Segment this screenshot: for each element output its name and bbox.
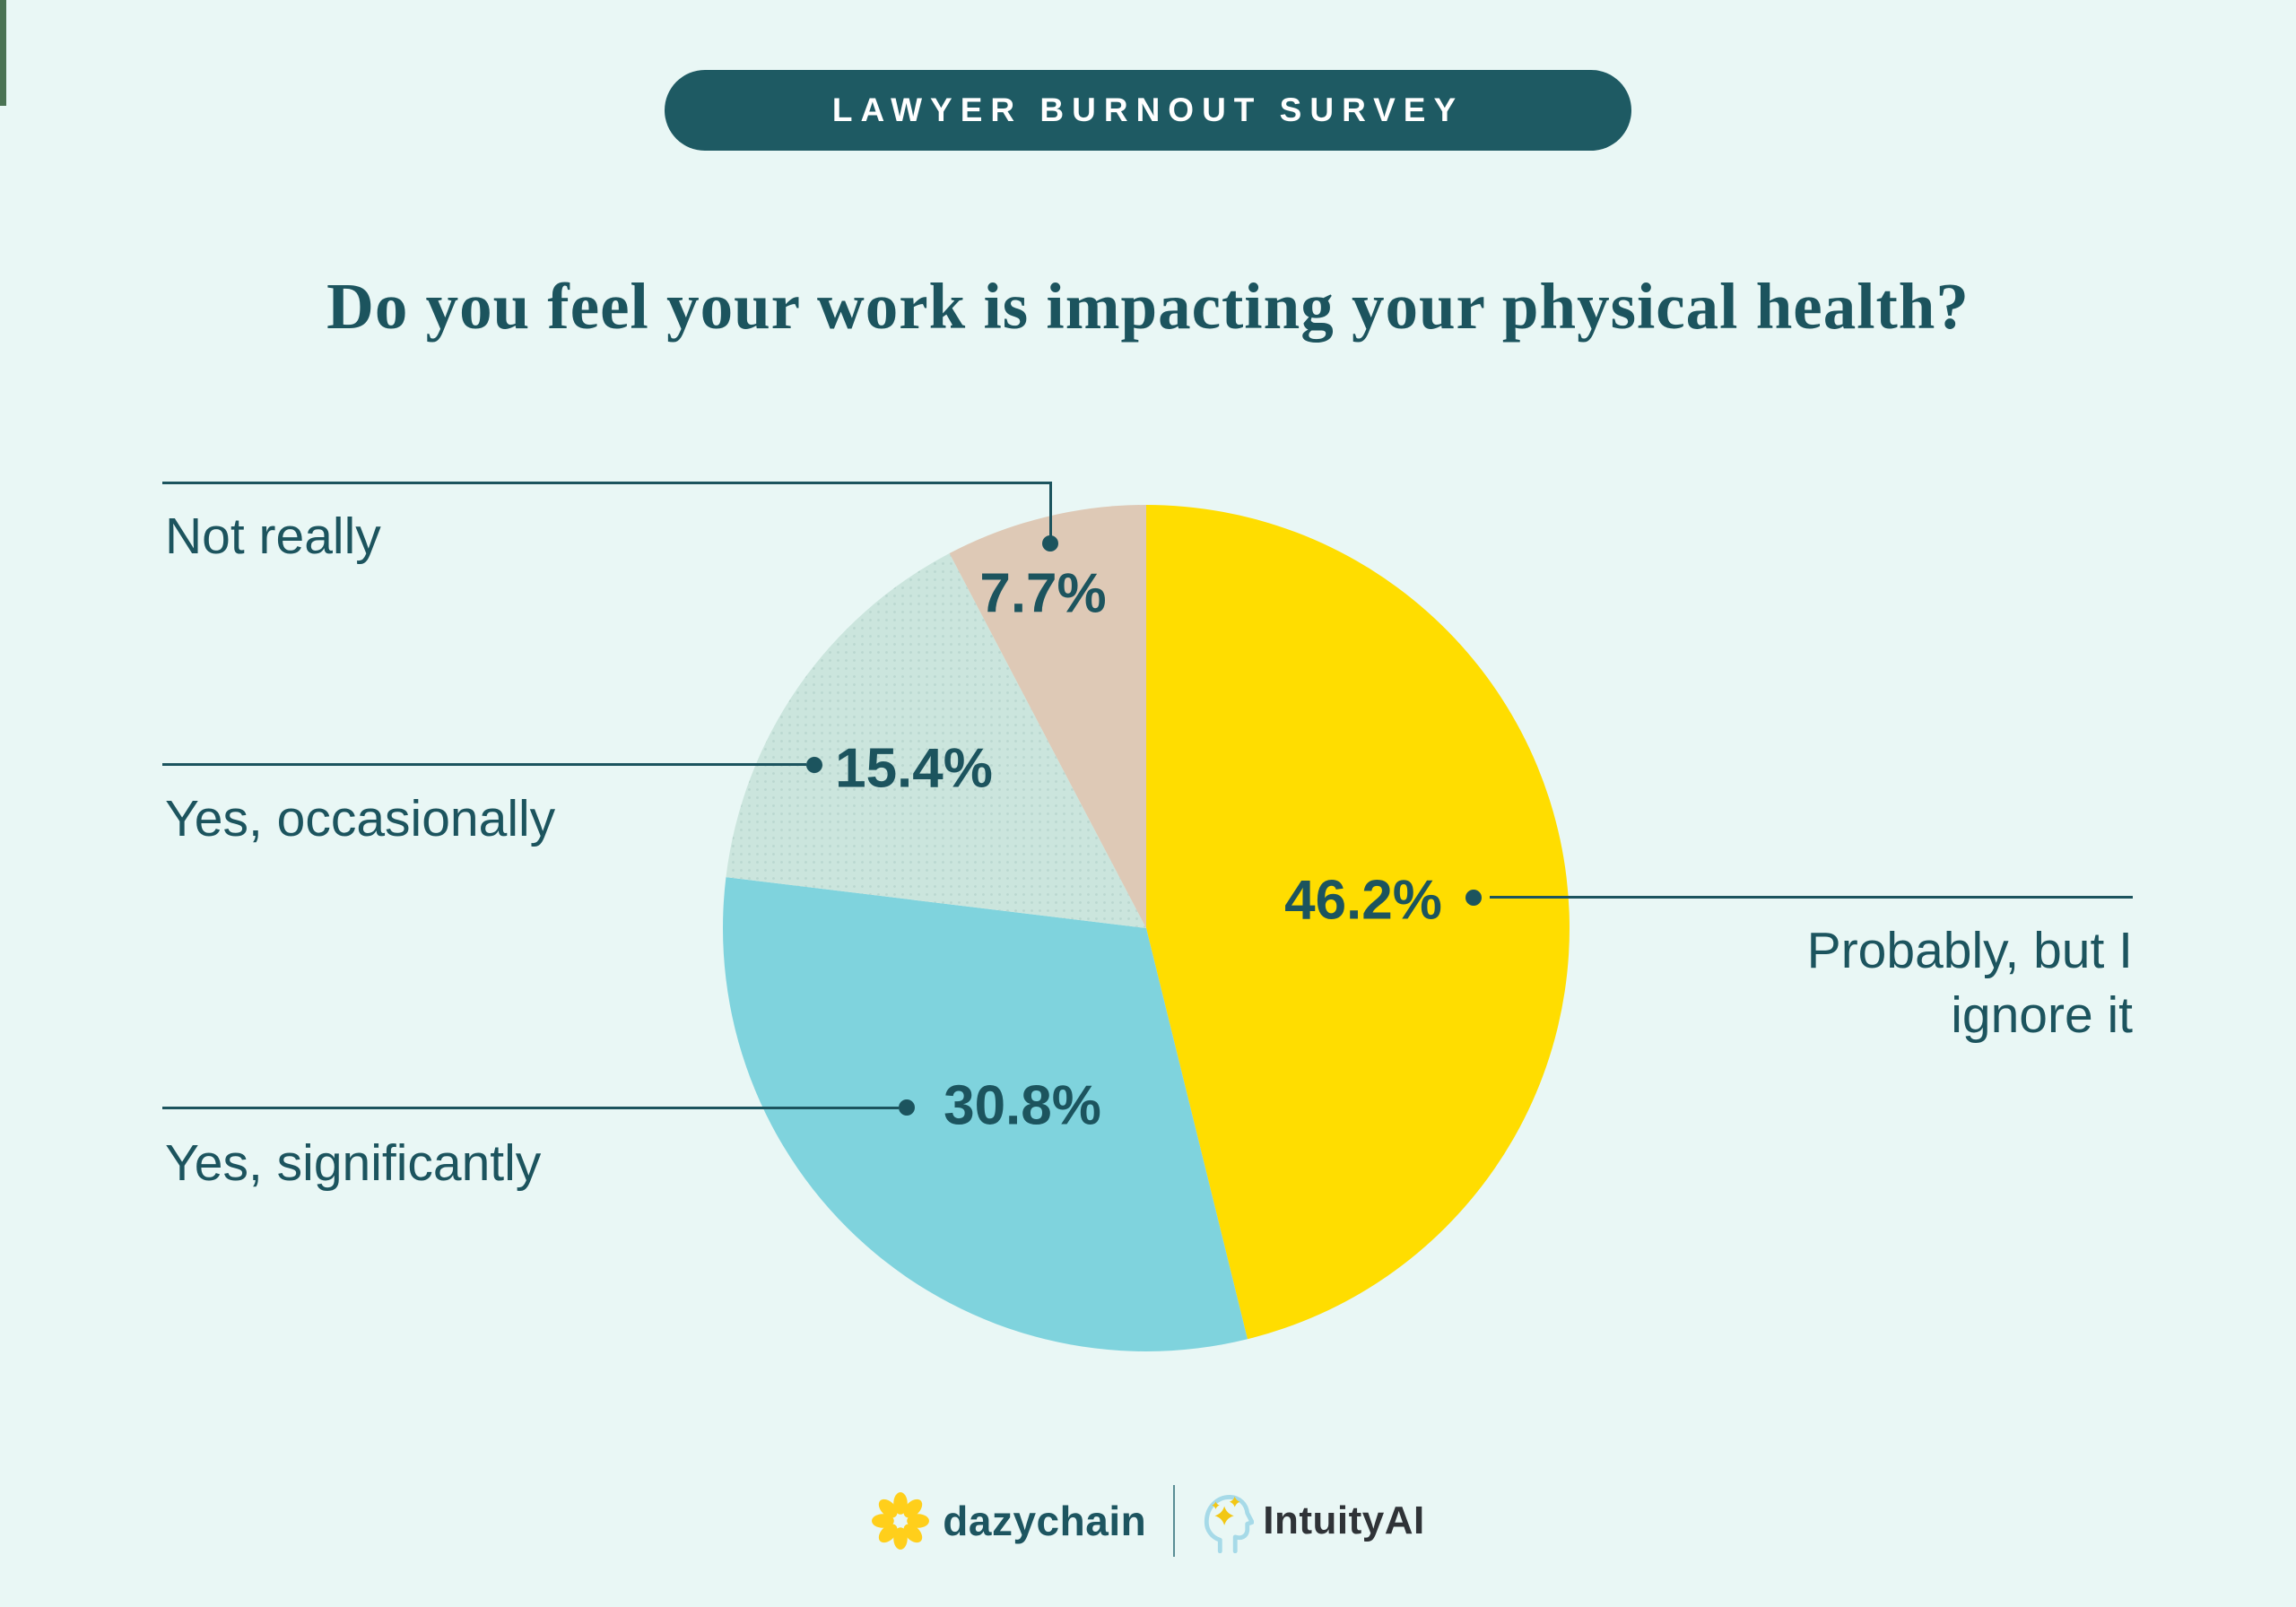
footer-divider: [1173, 1485, 1176, 1557]
pie-slice-1: [723, 877, 1248, 1351]
footer-logos: dazychain IntuityAI: [0, 1478, 2296, 1564]
sparkle-large: [1214, 1506, 1234, 1525]
leader-line-not-really-drop: [1049, 482, 1052, 537]
callout-probably-line2: ignore it: [1951, 986, 2133, 1044]
pie-chart: [723, 505, 1570, 1351]
head-outline: [1205, 1494, 1255, 1553]
daisy-petal: [903, 1498, 923, 1518]
intuityai-head-icon: [1205, 1494, 1255, 1553]
pie-slice-3: [949, 505, 1146, 928]
leader-line-significantly: [162, 1107, 899, 1109]
slice-value-occasionally: 15.4%: [835, 737, 993, 800]
daisy-petal: [893, 1492, 909, 1515]
callout-probably-but-ignore: Probably, but I ignore it: [1684, 918, 2133, 1047]
daisy-petal: [907, 1514, 930, 1528]
slice-value-not-really: 7.7%: [979, 562, 1107, 625]
daisy-petal: [893, 1527, 909, 1550]
chart-title: Do you feel your work is impacting your …: [326, 270, 1970, 343]
daisy-petal: [879, 1524, 898, 1543]
leader-dot-not-really: [1042, 535, 1058, 552]
leader-line-occasionally: [162, 763, 806, 766]
left-edge-print-mark: [0, 0, 6, 106]
dazychain-daisy-icon: [872, 1492, 930, 1550]
pie-svg: [723, 505, 1570, 1351]
dazychain-logo-text: dazychain: [943, 1498, 1147, 1544]
leader-line-probably: [1490, 896, 2133, 899]
survey-badge-label: LAWYER BURNOUT SURVEY: [831, 91, 1465, 128]
slice-value-significantly: 30.8%: [944, 1074, 1101, 1137]
pie-slice-2-texture: [726, 553, 1146, 928]
daisy-petal: [903, 1524, 923, 1543]
sparkle-small: [1230, 1496, 1240, 1507]
leader-dot-occasionally: [806, 757, 822, 773]
callout-probably-line1: Probably, but I: [1806, 922, 2133, 979]
leader-line-not-really: [162, 482, 1052, 484]
callout-yes-occasionally: Yes, occasionally: [165, 790, 556, 847]
callout-yes-significantly: Yes, significantly: [165, 1134, 542, 1192]
pie-slice-0: [1146, 505, 1570, 1340]
survey-badge: LAWYER BURNOUT SURVEY: [665, 70, 1631, 151]
daisy-petal: [872, 1514, 895, 1528]
intuityai-logo-text: IntuityAI: [1263, 1498, 1425, 1542]
daisy-petal: [879, 1498, 898, 1518]
slice-value-probably: 46.2%: [1284, 869, 1442, 932]
sparkle-tiny: [1212, 1501, 1221, 1509]
leader-dot-probably: [1465, 890, 1482, 906]
callout-not-really: Not really: [165, 508, 381, 565]
leader-dot-significantly: [899, 1099, 915, 1116]
